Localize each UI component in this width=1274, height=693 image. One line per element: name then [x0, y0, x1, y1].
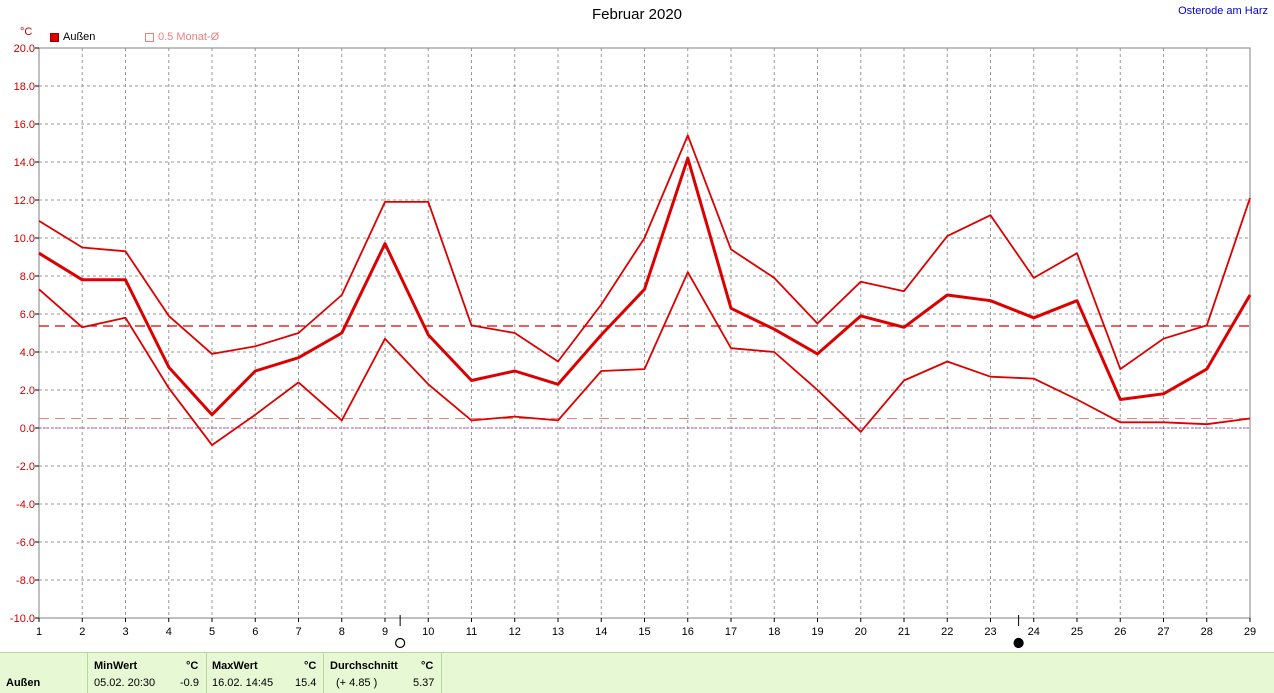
y-tick-label: 12.0 — [14, 195, 35, 207]
y-tick-label: -6.0 — [16, 537, 35, 549]
max-time: 16.02. 14:45 — [212, 677, 274, 689]
x-tick-label: 6 — [252, 626, 258, 638]
x-tick-label: 4 — [166, 626, 172, 638]
x-tick-label: 19 — [811, 626, 823, 638]
legend-label-mean: 0.5 Monat-Ø — [158, 31, 220, 43]
series-line-min — [38, 271, 1251, 447]
max-unit: °C — [304, 660, 317, 672]
new-moon-icon — [1013, 637, 1024, 649]
temperature-chart: 20.0 18.0 16.0 14.0 12.0 10.0 8.0 6.0 4.0 2.0 0.0 -… — [10, 43, 1256, 649]
y-unit-label: °C — [20, 26, 33, 38]
legend-item-mean: 0.5 Monat-Ø — [145, 31, 219, 43]
x-tick-label: 3 — [122, 626, 128, 638]
avg-delta: (+ 4.85 ) — [336, 677, 378, 689]
x-tick-label: 18 — [768, 626, 780, 638]
x-tick-label: 17 — [725, 626, 737, 638]
max-value: 15.4 — [295, 677, 317, 689]
x-tick-label: 2 — [79, 626, 85, 638]
y-tick-label: -8.0 — [16, 575, 35, 587]
y-tick-label: -10.0 — [10, 613, 35, 625]
min-time: 05.02. 20:30 — [94, 677, 156, 689]
x-tick-label: 23 — [984, 626, 996, 638]
y-tick-label: 4.0 — [20, 347, 35, 359]
min-header: MinWert — [94, 660, 138, 672]
x-tick-label: 21 — [898, 626, 910, 638]
footer-separator — [206, 653, 207, 693]
series-line-avg — [38, 156, 1252, 417]
y-tick-label: 8.0 — [20, 271, 35, 283]
x-tick-label: 20 — [855, 626, 867, 638]
avg-value: 5.37 — [413, 677, 435, 689]
min-value: -0.9 — [180, 677, 199, 689]
chart-title: Februar 2020 — [591, 6, 683, 23]
x-tick-label: 1 — [36, 626, 42, 638]
x-tick-label: 5 — [209, 626, 215, 638]
y-tick-label: 18.0 — [14, 81, 35, 93]
x-tick-label: 15 — [638, 626, 650, 638]
y-tick-label: 14.0 — [14, 157, 35, 169]
footer-separator — [87, 653, 88, 693]
full-moon-icon — [395, 637, 406, 649]
legend-label-series: Außen — [63, 31, 96, 43]
x-tick-label: 27 — [1157, 626, 1169, 638]
x-tick-label: 25 — [1071, 626, 1083, 638]
x-tick-label: 12 — [509, 626, 521, 638]
x-tick-label: 26 — [1114, 626, 1126, 638]
x-tick-label: 22 — [941, 626, 953, 638]
stats-footer: Außen MinWert °C 05.02. 20:30 -0.9 MaxWe… — [0, 652, 1274, 693]
y-tick-label: 0.0 — [20, 423, 35, 435]
x-tick-label: 8 — [339, 626, 345, 638]
footer-row-label: Außen — [6, 677, 41, 689]
legend-item-series: Außen — [50, 31, 95, 43]
legend-swatch-empty-icon — [145, 32, 154, 42]
location-label: Osterode am Harz — [1178, 5, 1268, 17]
x-tick-label: 13 — [552, 626, 564, 638]
x-tick-label: 14 — [595, 626, 607, 638]
y-tick-label: 10.0 — [14, 233, 35, 245]
footer-separator — [441, 653, 442, 693]
min-unit: °C — [186, 660, 199, 672]
x-tick-label: 10 — [422, 626, 434, 638]
avg-unit: °C — [421, 660, 434, 672]
y-tick-label: 2.0 — [20, 385, 35, 397]
max-header: MaxWert — [212, 660, 258, 672]
y-tick-label: 20.0 — [14, 43, 35, 55]
x-tick-label: 7 — [295, 626, 301, 638]
legend-swatch-filled-icon — [50, 32, 59, 42]
x-tick-label: 29 — [1244, 626, 1256, 638]
series-line-max — [38, 134, 1251, 371]
x-tick-label: 11 — [466, 626, 477, 638]
x-tick-label: 24 — [1028, 626, 1040, 638]
footer-separator — [323, 653, 324, 693]
y-tick-label: -4.0 — [16, 499, 35, 511]
y-tick-label: -2.0 — [16, 461, 35, 473]
avg-header: Durchschnitt — [330, 660, 398, 672]
y-tick-label: 16.0 — [14, 119, 35, 131]
y-tick-label: 6.0 — [20, 309, 35, 321]
x-tick-label: 28 — [1201, 626, 1213, 638]
x-tick-label: 9 — [382, 626, 388, 638]
x-tick-label: 16 — [682, 626, 694, 638]
